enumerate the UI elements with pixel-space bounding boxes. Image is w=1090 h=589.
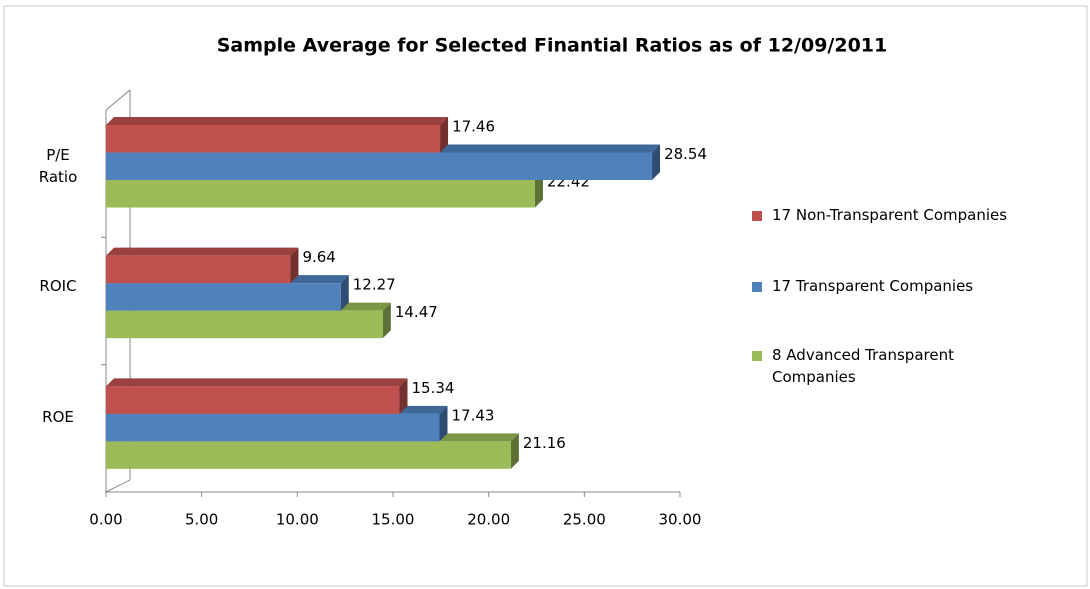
bar — [106, 180, 535, 208]
x-tick-label: 5.00 — [185, 511, 218, 529]
bar-end — [382, 302, 391, 339]
legend-label: 17 Transparent Companies — [772, 277, 974, 295]
bar-top — [106, 247, 299, 256]
data-label: 9.64 — [302, 248, 335, 266]
x-tick-label: 15.00 — [372, 511, 415, 529]
chart-frame — [3, 5, 1088, 587]
bar — [106, 310, 383, 339]
bar — [106, 413, 440, 442]
bar — [106, 283, 341, 311]
bar — [106, 125, 441, 153]
data-label: 17.46 — [452, 118, 495, 136]
wall-edge — [105, 479, 131, 493]
legend-swatch — [752, 282, 762, 292]
legend-swatch — [752, 211, 762, 221]
bar-top — [106, 117, 449, 125]
y-tick-label: ROE — [42, 407, 74, 426]
bar — [106, 255, 291, 284]
legend-swatch — [752, 351, 762, 361]
wall-edge — [105, 89, 131, 111]
y-tick-label: P/E Ratio — [38, 146, 78, 187]
bar — [106, 152, 653, 180]
x-tick-label: 25.00 — [563, 511, 606, 529]
data-label: 15.34 — [412, 379, 455, 397]
x-tick-label: 20.00 — [467, 511, 510, 529]
data-label: 17.43 — [451, 406, 494, 424]
bar — [106, 386, 400, 414]
bar — [106, 441, 511, 469]
x-tick-label: 0.00 — [89, 511, 122, 529]
data-label: 28.54 — [664, 145, 707, 163]
bar-end — [340, 275, 349, 311]
bar-end — [399, 378, 408, 414]
x-tick-label: 30.00 — [659, 511, 702, 529]
bar-end — [290, 247, 299, 284]
legend-label: 8 Advanced Transparent Companies — [772, 346, 954, 386]
data-label: 21.16 — [523, 434, 566, 452]
bar-top — [106, 378, 408, 387]
bar-end — [652, 144, 661, 180]
bar-end — [534, 172, 543, 208]
x-tick-label: 10.00 — [276, 511, 319, 529]
data-label: 12.27 — [353, 276, 396, 294]
bar-end — [440, 117, 449, 153]
y-tick-label: ROIC — [39, 276, 77, 295]
chart-title: Sample Average for Selected Finantial Ra… — [217, 35, 887, 57]
bar-end — [510, 433, 519, 469]
bar-end — [439, 405, 448, 442]
data-label: 14.47 — [395, 303, 438, 321]
legend-label: 17 Non-Transparent Companies — [772, 206, 1008, 224]
